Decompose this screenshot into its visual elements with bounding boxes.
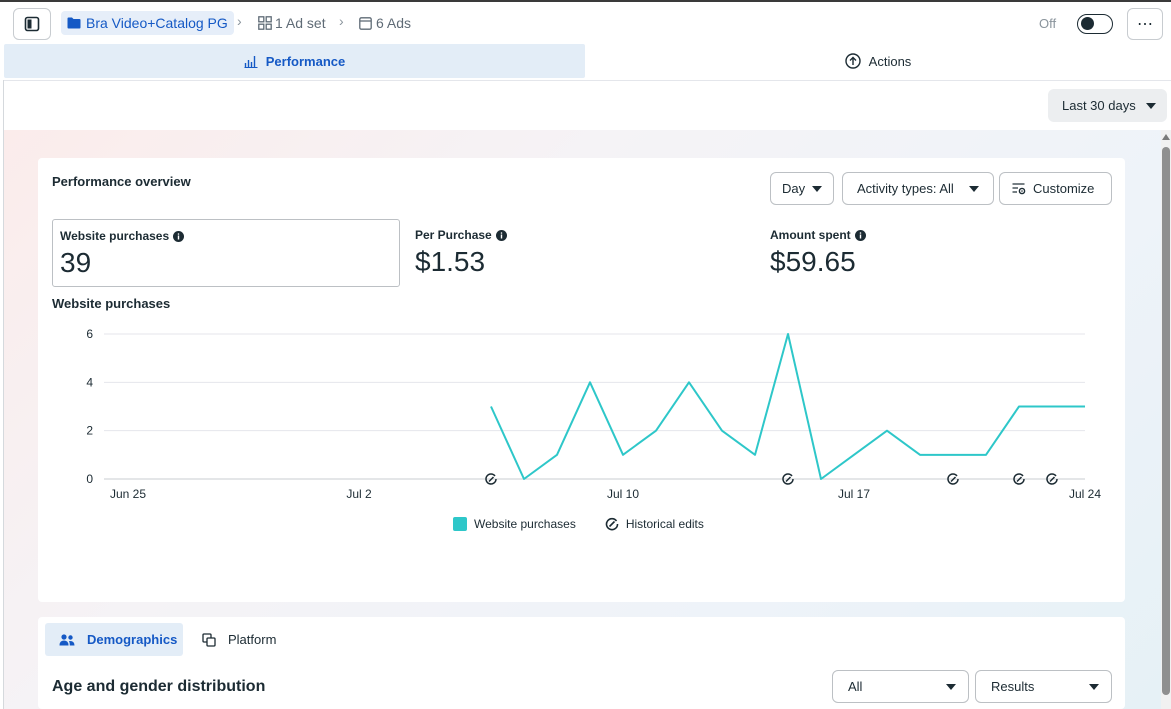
audience-filter-dropdown[interactable]: All — [832, 670, 969, 703]
legend-swatch — [453, 517, 467, 531]
campaign-status-toggle[interactable] — [1077, 14, 1113, 34]
campaign-name: Bra Video+Catalog PG — [86, 15, 228, 31]
bar-chart-icon — [244, 55, 258, 68]
metric-value: $59.65 — [770, 246, 856, 277]
granularity-label: Day — [782, 181, 806, 196]
panel-edge — [3, 80, 4, 709]
legend-item-website-purchases: Website purchases — [474, 517, 576, 531]
metric-amount-spent[interactable]: Amount spent $59.65 — [763, 219, 1103, 287]
tab-actions[interactable]: Actions — [585, 44, 1171, 78]
scrollbar[interactable] — [1161, 130, 1171, 709]
x-tick-label: Jul 10 — [607, 487, 639, 501]
metric-select-label: Results — [991, 679, 1035, 694]
info-icon[interactable] — [495, 229, 507, 241]
grid-icon — [258, 16, 272, 30]
activity-types-dropdown[interactable]: Activity types: All — [842, 172, 994, 205]
tab-performance[interactable]: Performance — [4, 44, 585, 78]
historical-edit-icon[interactable] — [947, 473, 959, 485]
sidebar-toggle-button[interactable] — [13, 8, 51, 40]
performance-overview-title: Performance overview — [52, 174, 191, 189]
scrollbar-thumb[interactable] — [1162, 147, 1170, 695]
chart-legend: Website purchases Historical edits — [453, 517, 704, 531]
date-range-label: Last 30 days — [1062, 98, 1136, 113]
metric-website-purchases[interactable]: Website purchases 39 — [52, 219, 400, 287]
breadcrumb-ads[interactable]: 6 Ads — [359, 11, 411, 35]
customize-settings-icon — [1012, 183, 1026, 195]
divider — [4, 80, 1171, 81]
main-tabs: Performance Actions — [4, 44, 1171, 80]
breadcrumb-campaign[interactable]: Bra Video+Catalog PG — [61, 11, 234, 35]
caret-down-icon — [1089, 684, 1099, 690]
tab-performance-label: Performance — [265, 53, 346, 69]
caret-down-icon — [946, 684, 956, 690]
date-range-dropdown[interactable]: Last 30 days — [1048, 89, 1167, 122]
metric-label: Amount spent — [770, 228, 851, 242]
ad-icon — [359, 16, 372, 30]
ads-label: 6 Ads — [376, 15, 412, 31]
historical-edit-icon[interactable] — [1046, 473, 1058, 485]
series-line — [490, 333, 1085, 480]
toggle-knob — [1081, 17, 1094, 30]
breakdown-card: Demographics Platform Age and gender dis… — [38, 617, 1125, 709]
arrow-up-circle-icon — [844, 53, 861, 69]
tab-actions-label: Actions — [868, 53, 912, 69]
performance-overview-card: Performance overview Day Activity types:… — [38, 158, 1125, 602]
top-bar: Bra Video+Catalog PG › 1 Ad set › 6 Ads … — [0, 0, 1171, 44]
metric-value: 39 — [60, 247, 92, 278]
caret-down-icon — [812, 186, 822, 192]
activity-types-label: Activity types: All — [857, 181, 954, 196]
more-options-button[interactable]: ⋯ — [1127, 8, 1163, 40]
platform-icon — [202, 632, 216, 647]
granularity-dropdown[interactable]: Day — [770, 172, 834, 205]
folder-icon — [67, 17, 81, 29]
x-tick-label: Jun 25 — [110, 487, 146, 501]
historical-edit-icon[interactable] — [1013, 473, 1025, 485]
tab-platform-label: Platform — [228, 632, 277, 647]
caret-down-icon — [1146, 103, 1156, 109]
status-off-label: Off — [1039, 16, 1057, 31]
y-tick-label: 2 — [86, 424, 93, 438]
breadcrumb-ad-set[interactable]: 1 Ad set — [258, 11, 326, 35]
y-tick-label: 6 — [86, 327, 93, 341]
y-tick-label: 4 — [86, 375, 93, 389]
chevron-right-icon: › — [237, 13, 242, 29]
info-icon[interactable] — [854, 229, 866, 241]
historical-edit-icon[interactable] — [485, 473, 497, 485]
tab-demographics-label: Demographics — [87, 632, 178, 647]
tab-demographics[interactable]: Demographics — [45, 623, 183, 656]
ad-set-label: 1 Ad set — [275, 15, 326, 31]
tab-platform[interactable]: Platform — [198, 623, 276, 656]
chart-title: Website purchases — [52, 296, 171, 311]
historical-edit-icon — [605, 517, 619, 531]
metric-label: Per Purchase — [415, 228, 492, 242]
audience-filter-label: All — [848, 679, 863, 694]
x-tick-label: Jul 24 — [1069, 487, 1101, 501]
panel-icon — [24, 16, 40, 32]
metric-select-dropdown[interactable]: Results — [975, 670, 1112, 703]
legend-item-historical-edits: Historical edits — [605, 517, 704, 531]
ellipsis-icon: ⋯ — [1137, 16, 1153, 33]
website-purchases-line-chart: 0 2 4 6 Jun 25 Jul 2 Jul 10 Jul 17 Jul 24 — [86, 327, 1101, 501]
y-tick-label: 0 — [86, 472, 93, 486]
info-icon[interactable] — [173, 230, 185, 242]
metric-value: $1.53 — [415, 246, 486, 277]
x-tick-label: Jul 17 — [838, 487, 870, 501]
metric-per-purchase[interactable]: Per Purchase $1.53 — [408, 219, 748, 287]
x-tick-label: Jul 2 — [346, 487, 372, 501]
customize-button[interactable]: Customize — [999, 172, 1112, 205]
people-icon — [59, 633, 75, 646]
legend-label-historical-edits: Historical edits — [625, 517, 704, 531]
caret-down-icon — [969, 186, 979, 192]
scroll-up-arrow-icon[interactable] — [1162, 134, 1170, 140]
chevron-right-icon: › — [339, 13, 344, 29]
historical-edit-icon[interactable] — [782, 473, 794, 485]
metric-label: Website purchases — [60, 229, 170, 243]
age-gender-title: Age and gender distribution — [52, 678, 266, 695]
customize-label: Customize — [1033, 181, 1095, 196]
